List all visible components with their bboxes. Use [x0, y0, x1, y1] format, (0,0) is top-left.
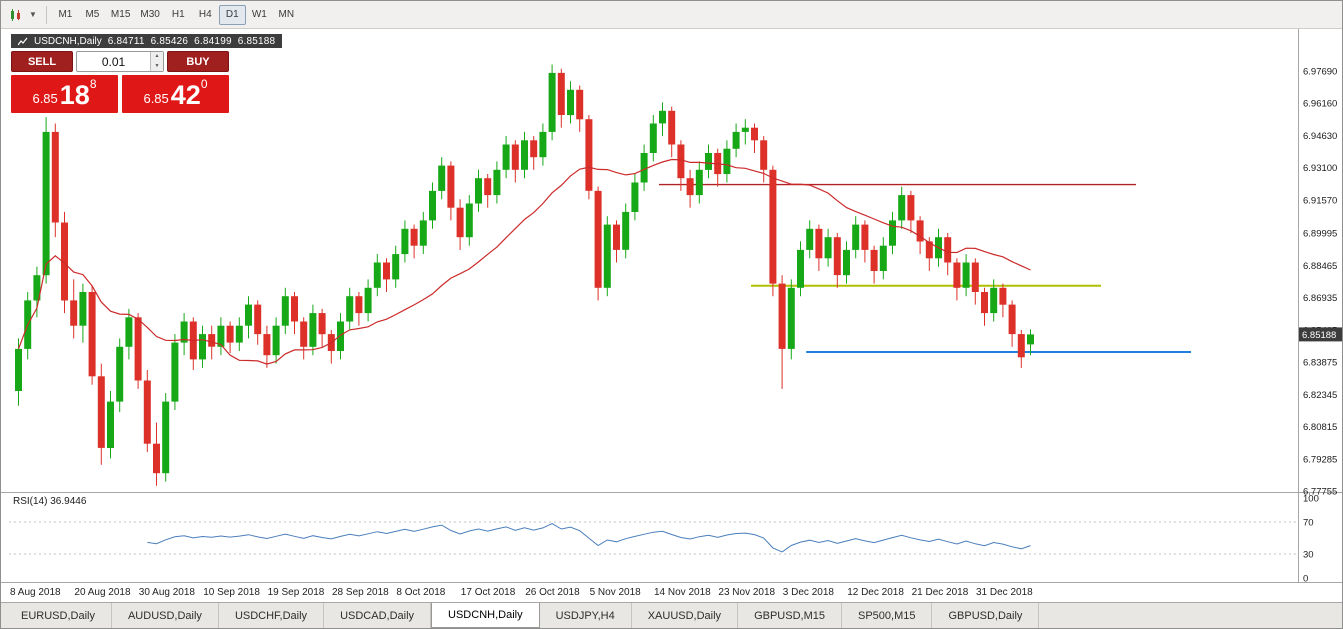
time-axis-label: 31 Dec 2018	[976, 587, 1033, 598]
chart-tab-usdjpy-h4[interactable]: USDJPY,H4	[540, 603, 632, 628]
one-click-trading-panel: SELL 0.01 ▲ ▼ BUY 6.85 18 8 6.85	[11, 51, 229, 113]
timeframe-button-h1[interactable]: H1	[171, 8, 185, 20]
timeframe-button-d1[interactable]: D1	[218, 4, 246, 25]
buy-button[interactable]: BUY	[167, 51, 229, 72]
sell-price-pipette: 8	[89, 77, 97, 91]
lot-size-value: 0.01	[101, 54, 126, 69]
timeframe-button-group: M1 M5 M15 M30 H1 H4 D1 W1 MN	[52, 4, 300, 25]
chart-window: 6.97690 6.96160 6.94630 6.93100 6.91570 6.899…	[1, 29, 1342, 604]
ohlc-close: 6.85188	[237, 35, 276, 47]
rsi-scale-label: 100	[1303, 494, 1319, 505]
price-scale-label: 6.93100	[1303, 163, 1337, 174]
sell-price-box[interactable]: 6.85 18 8	[11, 75, 118, 113]
time-axis-label: 23 Nov 2018	[718, 587, 775, 598]
price-scale-label: 6.97690	[1303, 67, 1337, 78]
lot-decrease-button[interactable]: ▼	[151, 61, 163, 71]
rsi-scale-label: 70	[1303, 518, 1314, 529]
chart-tab-eurusd-daily[interactable]: EURUSD,Daily	[5, 603, 112, 628]
price-scale-label: 6.91570	[1303, 195, 1337, 206]
chart-tab-audusd-daily[interactable]: AUDUSD,Daily	[112, 603, 219, 628]
timeframe-button-h4[interactable]: H4	[198, 8, 212, 20]
chart-icon	[18, 37, 28, 45]
rsi-scale-label: 30	[1303, 550, 1314, 561]
moving-average-line	[17, 158, 1031, 365]
ohlc-high: 6.85426	[150, 35, 189, 47]
top-toolbar: ▼ M1 M5 M15 M30 H1 H4 D1 W1 MN	[1, 1, 1342, 29]
chart-tab-bar: EURUSD,Daily AUDUSD,Daily USDCHF,Daily USDC…	[1, 602, 1342, 628]
time-axis-label: 20 Aug 2018	[74, 587, 131, 598]
timeframe-button-m5[interactable]: M5	[85, 8, 100, 20]
chart-tab-xauusd-daily[interactable]: XAUUSD,Daily	[632, 603, 739, 628]
toolbar-separator	[45, 5, 47, 24]
chart-tab-usdchf-daily[interactable]: USDCHF,Daily	[219, 603, 325, 628]
chart-tab-sp500-m15[interactable]: SP500,M15	[842, 603, 933, 628]
lot-size-field[interactable]: 0.01 ▲ ▼	[76, 51, 164, 72]
timeframe-button-mn[interactable]: MN	[278, 8, 295, 20]
price-scale-label: 6.88465	[1303, 261, 1337, 272]
rsi-scale-label: 0	[1303, 574, 1308, 585]
time-axis-label: 8 Aug 2018	[10, 587, 61, 598]
sell-price-digits: 18	[59, 80, 90, 110]
chart-tab-gbpusd-m15[interactable]: GBPUSD,M15	[738, 603, 842, 628]
price-scale-label: 6.80815	[1303, 422, 1337, 433]
sell-price-prefix: 6.85	[32, 91, 58, 106]
buy-price-box[interactable]: 6.85 42 0	[122, 75, 229, 113]
timeframe-button-w1[interactable]: W1	[251, 8, 267, 20]
price-chart-svg: 6.97690 6.96160 6.94630 6.93100 6.91570 6.899…	[1, 29, 1342, 598]
lot-spinner: ▲ ▼	[150, 52, 163, 71]
time-axis-label: 3 Dec 2018	[783, 587, 835, 598]
chart-tab-gbpusd-daily[interactable]: GBPUSD,Daily	[932, 603, 1040, 628]
current-price-badge	[1299, 327, 1342, 342]
lot-increase-button[interactable]: ▲	[151, 52, 163, 62]
chart-tab-usdcad-daily[interactable]: USDCAD,Daily	[324, 603, 432, 628]
rsi-line	[147, 523, 1031, 553]
time-axis-label: 21 Dec 2018	[912, 587, 969, 598]
time-axis-label: 30 Aug 2018	[139, 587, 196, 598]
price-scale-label: 6.86935	[1303, 293, 1337, 304]
price-scale-label: 6.96160	[1303, 99, 1337, 110]
ohlc-low: 6.84199	[194, 35, 232, 47]
time-axis-label: 14 Nov 2018	[654, 587, 711, 598]
candlestick-series	[15, 64, 1034, 486]
price-scale-label: 6.82345	[1303, 390, 1337, 401]
price-scale-label: 6.83875	[1303, 358, 1337, 369]
chevron-down-icon: ▼	[29, 10, 37, 19]
time-axis-label: 12 Dec 2018	[847, 587, 904, 598]
chart-type-icon	[11, 8, 20, 21]
timeframe-button-m15[interactable]: M15	[110, 8, 131, 20]
time-axis-label: 17 Oct 2018	[461, 587, 516, 598]
chart-symbol-title: USDCNH,Daily	[34, 35, 102, 47]
price-scale-label: 6.94630	[1303, 131, 1337, 142]
price-scale-label: 6.79285	[1303, 454, 1337, 465]
buy-price-digits: 42	[170, 80, 201, 110]
time-axis-label: 10 Sep 2018	[203, 587, 260, 598]
chart-title-ohlc-strip: USDCNH,Daily 6.84711 6.85426 6.84199 6.8…	[11, 34, 283, 48]
timeframe-button-m30[interactable]: M30	[140, 8, 160, 20]
buy-price-pipette: 0	[200, 77, 208, 91]
time-axis-label: 5 Nov 2018	[590, 587, 642, 598]
time-axis-label: 8 Oct 2018	[396, 587, 445, 598]
rsi-indicator-label: RSI(14) 36.9446	[13, 496, 87, 507]
buy-price-prefix: 6.85	[143, 91, 169, 106]
timeframe-button-m1[interactable]: M1	[58, 8, 73, 20]
current-price-value: 6.85188	[1302, 330, 1336, 341]
chart-type-selector[interactable]: ▼	[5, 5, 41, 25]
time-axis-label: 28 Sep 2018	[332, 587, 389, 598]
price-scale-label: 6.89995	[1303, 229, 1337, 240]
price-scale-label: 6.77755	[1303, 487, 1337, 498]
time-axis-label: 26 Oct 2018	[525, 587, 580, 598]
chart-tab-usdcnh-daily[interactable]: USDCNH,Daily	[431, 603, 540, 628]
ohlc-open: 6.84711	[107, 35, 145, 47]
sell-button[interactable]: SELL	[11, 51, 73, 72]
time-axis-label: 19 Sep 2018	[268, 587, 325, 598]
